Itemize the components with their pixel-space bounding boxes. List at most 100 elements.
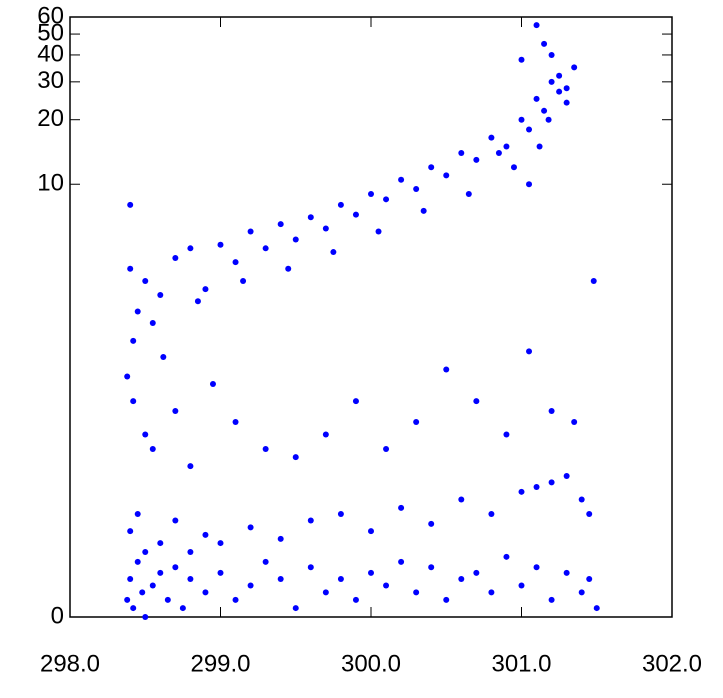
point: [172, 407, 179, 414]
point: [322, 225, 329, 232]
point: [495, 149, 502, 156]
plot-frame: [69, 16, 673, 618]
point: [187, 575, 194, 582]
point: [541, 40, 548, 47]
point: [217, 540, 224, 547]
point: [383, 445, 390, 452]
point: [413, 589, 420, 596]
point: [142, 614, 149, 620]
point: [130, 398, 137, 405]
point: [157, 540, 164, 547]
point: [139, 589, 146, 596]
point: [134, 558, 141, 565]
point: [307, 214, 314, 221]
point: [172, 254, 179, 261]
point: [533, 22, 540, 29]
point: [130, 605, 137, 612]
point: [548, 596, 555, 603]
point: [337, 510, 344, 517]
point: [465, 191, 472, 198]
point: [375, 228, 382, 235]
point: [127, 201, 134, 208]
point: [503, 143, 510, 150]
point: [124, 373, 131, 380]
point: [413, 185, 420, 192]
point: [536, 143, 543, 150]
point: [578, 496, 585, 503]
point: [232, 596, 239, 603]
point: [563, 472, 570, 479]
point: [232, 419, 239, 426]
point: [510, 164, 517, 171]
point: [586, 510, 593, 517]
point: [160, 354, 167, 361]
point: [518, 56, 525, 63]
point: [541, 107, 548, 114]
y-tick-label: 60: [37, 2, 64, 29]
point: [488, 134, 495, 141]
y-tick-label: 20: [37, 105, 64, 132]
point: [277, 221, 284, 228]
point: [398, 176, 405, 183]
point: [352, 211, 359, 218]
x-tick-label: 298.0: [40, 650, 100, 677]
point: [533, 484, 540, 491]
point: [383, 196, 390, 203]
point: [428, 564, 435, 571]
x-tick-label: 299.0: [190, 650, 250, 677]
point: [428, 164, 435, 171]
point: [164, 596, 171, 603]
point: [157, 291, 164, 298]
point: [473, 398, 480, 405]
point: [232, 259, 239, 266]
point: [518, 488, 525, 495]
point: [127, 575, 134, 582]
point: [307, 564, 314, 571]
point: [443, 366, 450, 373]
point: [458, 149, 465, 156]
point: [337, 575, 344, 582]
point: [428, 520, 435, 527]
point: [563, 99, 570, 106]
point: [149, 445, 156, 452]
point: [292, 454, 299, 461]
point: [526, 181, 533, 188]
point: [473, 569, 480, 576]
point: [548, 479, 555, 486]
point: [458, 575, 465, 582]
point: [420, 207, 427, 214]
point: [277, 535, 284, 542]
point: [149, 582, 156, 589]
point: [571, 419, 578, 426]
point: [277, 575, 284, 582]
x-tick-label: 302.0: [642, 650, 702, 677]
point: [571, 64, 578, 71]
y-tick-label: 0: [51, 602, 64, 629]
x-tick-label: 301.0: [491, 650, 551, 677]
point: [545, 116, 552, 123]
point: [149, 319, 156, 326]
point: [556, 72, 563, 79]
point: [187, 245, 194, 252]
point: [262, 558, 269, 565]
point: [209, 380, 216, 387]
point: [443, 172, 450, 179]
point: [563, 569, 570, 576]
point: [202, 589, 209, 596]
point: [127, 528, 134, 535]
point: [240, 277, 247, 284]
point: [352, 596, 359, 603]
point: [518, 116, 525, 123]
point: [322, 589, 329, 596]
point: [526, 348, 533, 355]
point: [172, 564, 179, 571]
point: [458, 496, 465, 503]
point: [383, 582, 390, 589]
point: [247, 582, 254, 589]
y-tick-label: 40: [37, 40, 64, 67]
point: [368, 191, 374, 198]
point: [368, 569, 374, 576]
point: [330, 249, 337, 256]
point: [202, 286, 209, 293]
point: [503, 431, 510, 438]
